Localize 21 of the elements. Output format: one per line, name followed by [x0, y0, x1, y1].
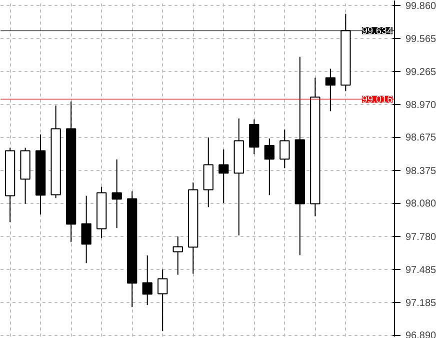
y-tick-label: 98.375 [406, 166, 437, 177]
ref-line-label: 99.016 [362, 94, 393, 106]
candlestick [249, 118, 260, 155]
candlestick [158, 268, 168, 332]
y-tick-label: 98.675 [406, 132, 437, 144]
candlestick [218, 148, 229, 204]
y-tick-label: 97.185 [406, 298, 437, 310]
y-tick-label: 99.265 [406, 67, 437, 78]
y-tick-label: 99.565 [406, 34, 437, 45]
candlestick [325, 68, 336, 112]
y-tick-label: 97.780 [406, 232, 437, 244]
y-tick-label: 99.860 [406, 1, 437, 12]
candlestick [142, 254, 152, 306]
candlestick [81, 195, 92, 264]
y-tick-label: 97.485 [406, 264, 437, 276]
candlestick [112, 158, 122, 229]
candlestick [172, 236, 183, 276]
candlestick [280, 128, 290, 169]
y-tick-label: 98.970 [406, 100, 437, 111]
y-tick-label: 98.080 [406, 198, 437, 210]
candlestick [264, 138, 274, 196]
